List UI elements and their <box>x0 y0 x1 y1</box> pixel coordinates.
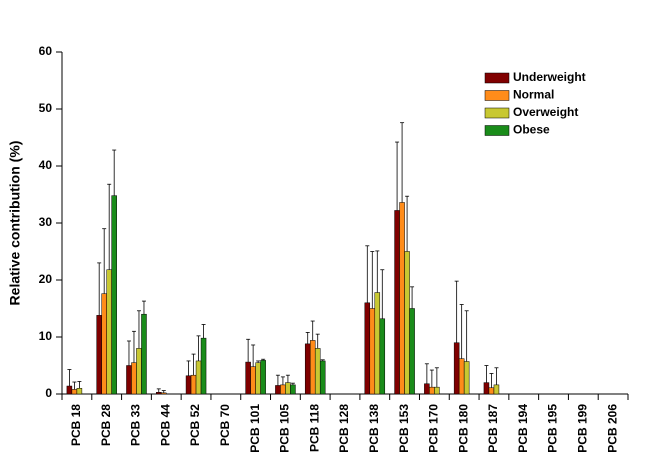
bar <box>190 374 197 395</box>
bar <box>185 375 192 395</box>
bar <box>76 388 83 395</box>
bar <box>493 384 500 395</box>
x-tick-label: PCB 105 <box>278 404 292 453</box>
y-tick-label: 60 <box>39 44 53 58</box>
bar <box>101 293 107 395</box>
x-tick-label: PCB 180 <box>456 404 470 453</box>
x-tick-label: PCB 153 <box>397 404 411 453</box>
x-tick-label: PCB 52 <box>188 404 202 446</box>
legend-swatch <box>484 125 510 136</box>
bar <box>463 361 470 395</box>
bar <box>136 348 142 395</box>
bar <box>309 340 316 395</box>
bar <box>71 389 78 395</box>
y-axis-label: Relative contribution (%) <box>7 141 23 306</box>
bar <box>399 202 405 395</box>
bar <box>195 360 202 395</box>
bar <box>429 386 435 395</box>
bar <box>364 302 371 395</box>
bar <box>488 387 495 395</box>
x-tick-label: PCB 70 <box>218 404 232 446</box>
legend-label: Obese <box>513 123 550 137</box>
y-tick-label: 20 <box>39 272 53 286</box>
x-tick-label: PCB 170 <box>427 404 441 453</box>
bar <box>250 366 256 395</box>
x-tick-label: PCB 18 <box>69 404 83 446</box>
x-tick-label: PCB 194 <box>516 404 530 453</box>
bar <box>200 337 207 395</box>
bar <box>409 308 415 395</box>
x-tick-label: PCB 33 <box>129 404 143 446</box>
bar <box>424 383 430 395</box>
bar <box>369 308 376 395</box>
bar <box>161 392 167 395</box>
x-tick-label: PCB 195 <box>546 404 560 453</box>
bar <box>404 251 410 395</box>
legend-swatch <box>484 72 510 84</box>
legend-label: Normal <box>513 88 554 102</box>
bar <box>96 315 102 395</box>
bar <box>111 195 117 395</box>
bar <box>280 384 286 395</box>
bar <box>245 361 251 395</box>
x-tick-label: PCB 199 <box>575 404 589 453</box>
x-tick-label: PCB 44 <box>158 404 172 446</box>
x-tick-label: PCB 118 <box>307 404 321 452</box>
y-tick-label: 10 <box>39 329 53 343</box>
bar <box>319 360 326 395</box>
bar <box>156 392 162 395</box>
bar <box>275 385 281 395</box>
legend-label: Overweight <box>513 105 578 119</box>
bar <box>314 348 321 395</box>
x-tick-label: PCB 28 <box>99 404 113 446</box>
bar <box>66 385 73 395</box>
x-tick-label: PCB 128 <box>337 404 351 453</box>
bar <box>290 384 296 395</box>
x-tick-label: PCB 187 <box>486 404 500 453</box>
bar <box>304 343 311 395</box>
y-tick-label: 0 <box>45 386 52 400</box>
bar <box>260 360 266 395</box>
bar <box>379 318 386 395</box>
bar <box>285 382 291 395</box>
bar <box>458 358 465 395</box>
x-tick-label: PCB 101 <box>248 404 262 453</box>
bar <box>126 365 132 395</box>
y-tick-label: 40 <box>39 158 53 172</box>
legend-swatch <box>484 90 510 101</box>
legend-swatch <box>484 107 510 119</box>
bar <box>453 342 460 395</box>
bar <box>131 362 137 395</box>
legend-label: Underweight <box>513 70 586 84</box>
bar <box>255 362 261 395</box>
x-tick-label: PCB 206 <box>605 404 619 453</box>
y-tick-label: 50 <box>39 101 53 115</box>
x-tick-label: PCB 138 <box>367 404 381 453</box>
y-tick-label: 30 <box>39 215 53 229</box>
bar <box>434 386 440 395</box>
bar <box>374 292 381 395</box>
bar <box>483 382 490 395</box>
bar <box>394 210 400 395</box>
bar <box>141 313 147 395</box>
bar <box>106 269 112 395</box>
